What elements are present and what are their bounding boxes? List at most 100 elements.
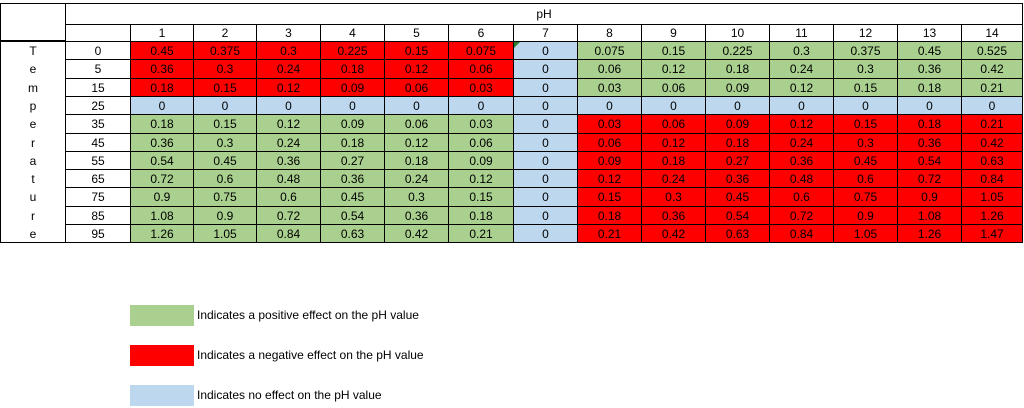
table-cell: 0.9 xyxy=(897,187,962,207)
temperature-axis-letter: T xyxy=(29,43,37,58)
table-cell: 0.03 xyxy=(448,78,514,97)
table-cell: 0.48 xyxy=(256,169,321,188)
table-cell: 1.08 xyxy=(897,206,962,225)
temperature-axis-letter: e xyxy=(29,226,37,241)
table-cell: 0 xyxy=(513,187,578,207)
table-cell: 0.63 xyxy=(705,224,770,243)
table-cell: 0.03 xyxy=(577,78,642,97)
table-cell: 0.3 xyxy=(641,187,706,207)
table-cell: 0.36 xyxy=(769,151,834,170)
table-cell: 0.3 xyxy=(193,59,257,79)
table-cell: 0 xyxy=(705,96,770,115)
table-cell: 0.24 xyxy=(769,133,834,152)
table-cell: 0.09 xyxy=(705,114,770,134)
table-cell: 0.12 xyxy=(256,114,321,134)
table-cell: 0.84 xyxy=(769,224,834,243)
legend-negative-text: Indicates a negative effect on the pH va… xyxy=(197,348,424,362)
temperature-label: 35 xyxy=(65,114,131,134)
table-cell: 0.12 xyxy=(641,59,706,79)
table-cell: 0.06 xyxy=(448,59,514,79)
table-cell: 0.21 xyxy=(577,224,642,243)
ph-column-header: 12 xyxy=(833,24,898,42)
table-cell: 0.36 xyxy=(705,169,770,188)
table-cell: 0.06 xyxy=(384,78,449,97)
corner-cell xyxy=(0,3,66,41)
ph-column-header: 2 xyxy=(193,24,257,42)
ph-column-header: 6 xyxy=(448,24,514,42)
ph-header: pH xyxy=(65,3,1023,25)
table-cell: 0 xyxy=(513,96,578,115)
table-cell: 0.06 xyxy=(448,133,514,152)
table-cell: 0.36 xyxy=(641,206,706,225)
table-cell: 0.15 xyxy=(641,41,706,60)
table-cell: 0.9 xyxy=(130,187,194,207)
table-cell: 1.05 xyxy=(961,187,1023,207)
temperature-label: 15 xyxy=(65,78,131,97)
table-cell: 0.21 xyxy=(448,224,514,243)
ph-column-header: 13 xyxy=(897,24,962,42)
table-cell: 0.72 xyxy=(130,169,194,188)
table-cell: 0 xyxy=(513,133,578,152)
table-cell: 0.12 xyxy=(384,133,449,152)
table-cell: 0 xyxy=(513,151,578,170)
table-cell: 0.18 xyxy=(705,133,770,152)
temperature-axis-letter: e xyxy=(29,117,37,131)
table-cell: 0.36 xyxy=(384,206,449,225)
table-cell: 0.42 xyxy=(641,224,706,243)
table-cell: 1.05 xyxy=(833,224,898,243)
table-cell: 0.18 xyxy=(577,206,642,225)
table-cell: 0.24 xyxy=(769,59,834,79)
table-cell: 0.84 xyxy=(961,169,1023,188)
table-cell: 0.36 xyxy=(897,59,962,79)
temperature-axis-letter: r xyxy=(31,135,35,150)
table-cell: 0.18 xyxy=(641,151,706,170)
table-cell: 0.42 xyxy=(384,224,449,243)
table-cell: 0 xyxy=(384,96,449,115)
table-cell: 0.72 xyxy=(769,206,834,225)
table-cell: 0.6 xyxy=(833,169,898,188)
ph-column-header: 4 xyxy=(320,24,385,42)
table-cell: 0.45 xyxy=(320,187,385,207)
table-cell: 0.06 xyxy=(577,133,642,152)
table-cell: 0 xyxy=(513,206,578,225)
table-cell: 0.75 xyxy=(193,187,257,207)
ph-column-header: 9 xyxy=(641,24,706,42)
table-cell: 0.18 xyxy=(897,114,962,134)
table-cell: 0.24 xyxy=(384,169,449,188)
table-cell: 0.24 xyxy=(641,169,706,188)
temperature-axis-letter: u xyxy=(29,190,37,204)
ph-column-header: 11 xyxy=(769,24,834,42)
table-cell: 0.6 xyxy=(769,187,834,207)
table-cell: 0.54 xyxy=(705,206,770,225)
table-cell: 0.375 xyxy=(193,41,257,60)
table-cell: 0.9 xyxy=(833,206,898,225)
table-cell: 0.075 xyxy=(577,41,642,60)
table-cell: 0.03 xyxy=(577,114,642,134)
table-cell: 0 xyxy=(193,96,257,115)
temperature-axis-letter: p xyxy=(29,98,37,113)
table-cell: 0.06 xyxy=(577,59,642,79)
table-cell: 0 xyxy=(320,96,385,115)
ph-column-header: 7 xyxy=(513,24,578,42)
temperature-label: 65 xyxy=(65,169,131,188)
table-cell: 0.3 xyxy=(769,41,834,60)
table-cell: 0.06 xyxy=(384,114,449,134)
table-cell: 0.24 xyxy=(256,59,321,79)
table-cell: 0.18 xyxy=(384,151,449,170)
table-cell: 0 xyxy=(513,114,578,134)
ph-column-header: 1 xyxy=(130,24,194,42)
ph-column-header: 8 xyxy=(577,24,642,42)
table-cell: 0.9 xyxy=(193,206,257,225)
temperature-label: 5 xyxy=(65,59,131,79)
table-cell: 0.375 xyxy=(833,41,898,60)
table-cell: 0 xyxy=(513,59,578,79)
table-cell: 1.26 xyxy=(130,224,194,243)
table-cell: 0.15 xyxy=(577,187,642,207)
table-cell: 0 xyxy=(897,96,962,115)
table-cell: 1.08 xyxy=(130,206,194,225)
table-cell: 0 xyxy=(961,96,1023,115)
table-cell: 0.12 xyxy=(577,169,642,188)
table-cell: 0.09 xyxy=(320,78,385,97)
table-cell: 0.15 xyxy=(448,187,514,207)
table-cell: 0.21 xyxy=(961,78,1023,97)
